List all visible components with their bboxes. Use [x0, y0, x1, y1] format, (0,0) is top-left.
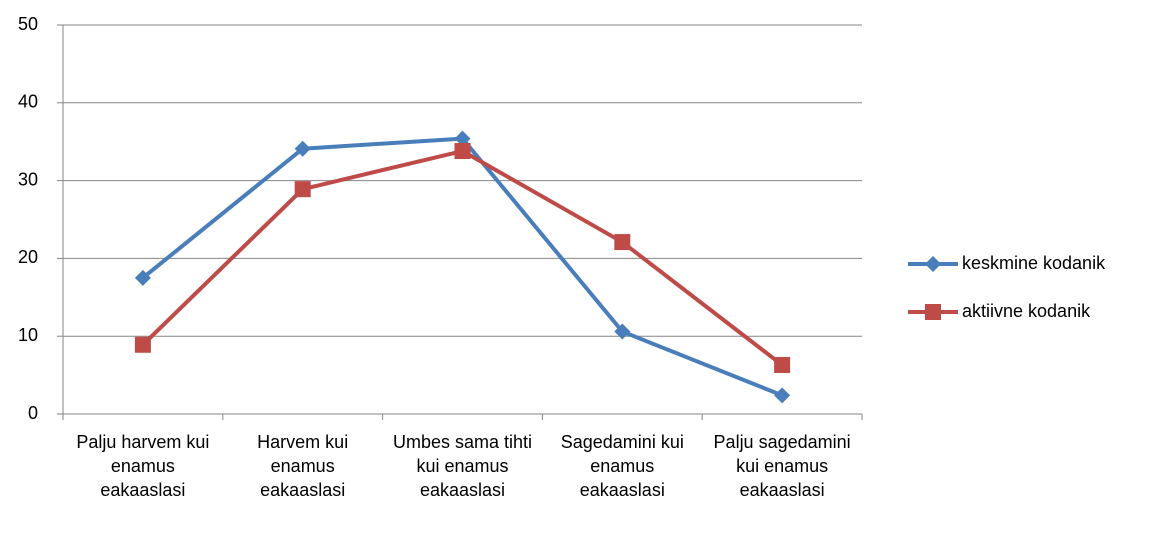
data-point [774, 356, 791, 373]
data-point [454, 130, 471, 147]
data-point [134, 336, 151, 353]
x-tick-label: Umbes sama tihti kui enamus eakaaslasi [392, 432, 533, 500]
x-tick-label: Harvem kui enamus eakaaslasi [257, 432, 349, 500]
data-point [134, 269, 151, 286]
y-tick-label: 20 [18, 247, 38, 267]
y-tick-label: 10 [18, 325, 38, 345]
x-tick-label: Palju harvem kui enamus eakaaslasi [76, 432, 210, 500]
x-tick-label: Palju sagedamini kui enamus eakaaslasi [713, 432, 851, 500]
x-tick-label: Sagedamini kui enamus eakaaslasi [560, 432, 684, 500]
data-point [614, 323, 631, 340]
y-tick-label: 40 [18, 92, 38, 112]
data-point [454, 143, 471, 160]
y-tick-label: 0 [28, 403, 38, 423]
legend-marker [925, 256, 941, 272]
data-point [294, 140, 311, 157]
series-line [141, 136, 783, 398]
y-tick-label: 50 [18, 14, 38, 34]
data-point [614, 234, 631, 251]
legend-label: keskmine kodanik [962, 253, 1106, 273]
legend-marker [925, 304, 941, 320]
data-point [294, 181, 311, 198]
y-tick-label: 30 [18, 169, 38, 189]
data-point [774, 387, 791, 404]
legend-label: aktiivne kodanik [962, 301, 1091, 321]
